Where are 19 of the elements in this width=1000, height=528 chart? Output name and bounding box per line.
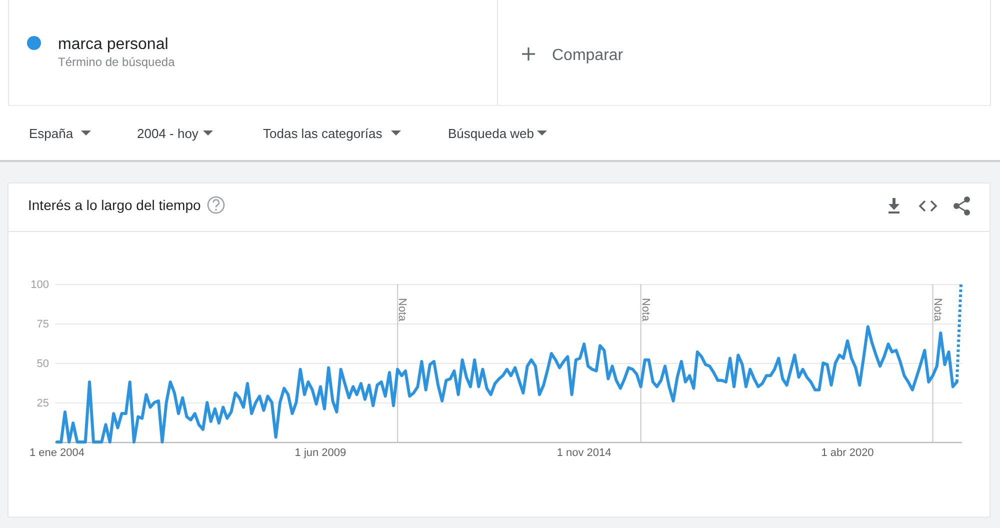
ref-line-label: Nota [639,298,652,322]
x-tick-label: 1 jun 2009 [294,447,346,459]
y-tick-label: 100 [30,278,49,291]
text: Búsqueda web [448,126,534,141]
legend-label: marca personal [58,36,168,53]
y-tick-label: 25 [36,397,49,410]
x-tick-label: 1 abr 2020 [821,447,874,459]
x-tick-label: 1 nov 2014 [556,447,612,459]
ref-line-label: Nota [396,298,408,322]
chart-title: Interés a lo largo del tiempo [28,197,201,213]
text: Término de búsqueda [58,55,176,69]
text: Comparar [552,47,624,64]
y-tick-label: 50 [36,358,49,370]
text: 2004 - hoy [137,126,199,141]
x-tick-label: 1 ene 2004 [29,447,85,459]
y-tick-label: 75 [36,318,49,330]
ref-line-label: Nota [931,298,944,322]
text: España [29,126,74,141]
text: Todas las categorías [263,126,383,141]
